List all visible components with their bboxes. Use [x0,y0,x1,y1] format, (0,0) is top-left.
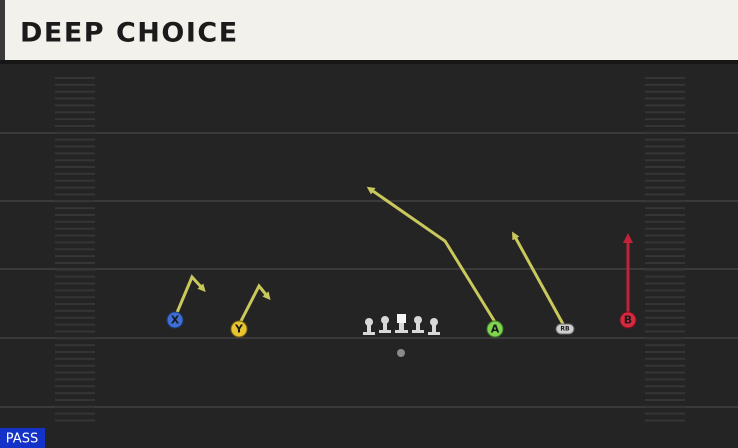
lineman [379,316,391,333]
player-label: B [624,314,632,327]
player-rb [555,323,575,335]
player-a [486,320,504,338]
pass-label: PASS [6,432,38,447]
header-bar [0,0,738,60]
lineman [428,318,440,335]
route-y [238,283,271,324]
player-label: X [171,314,180,327]
yard-lines [0,132,738,408]
header-shadow [0,60,738,64]
player-x [166,311,184,329]
offensive-line [363,314,440,335]
route-rb [512,231,565,325]
pass-badge [0,428,45,448]
hash-marks [55,77,685,422]
header-edge [0,0,5,60]
player-label: Y [234,323,244,336]
player-b [619,311,637,329]
center [395,314,408,333]
route-a [366,186,497,323]
player-y [230,320,248,338]
lineman [412,316,424,333]
route-x [174,274,206,316]
player-label: A [491,323,500,336]
player-label: RB [560,326,570,333]
play-title: DEEP CHOICE [20,18,239,49]
lineman [363,318,375,335]
quarterback [397,349,405,357]
